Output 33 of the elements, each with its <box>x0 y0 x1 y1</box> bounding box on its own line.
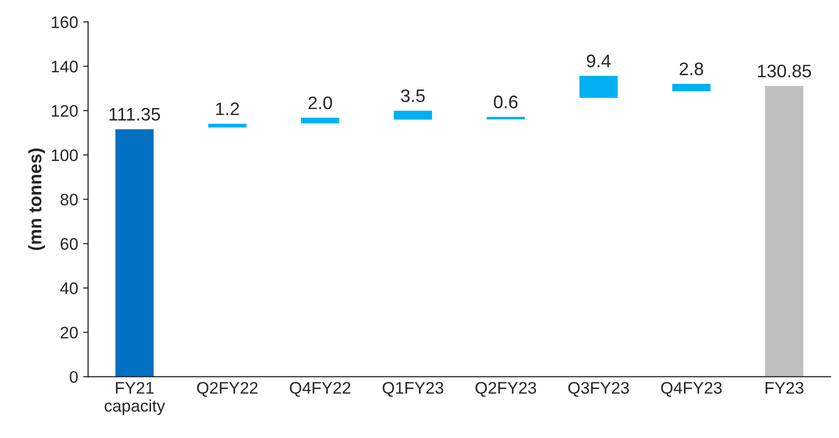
data-label: 2.0 <box>308 96 332 110</box>
x-tick-label: Q3FY23 <box>568 382 629 397</box>
data-label: 9.4 <box>586 54 611 68</box>
x-tick-label: Q2FY23 <box>476 382 536 397</box>
bar <box>579 76 618 98</box>
y-tick-label: 140 <box>52 60 78 72</box>
y-tick-label: 0 <box>70 371 78 383</box>
x-tick-label: Q4FY22 <box>290 382 350 397</box>
y-tick-label: 120 <box>52 104 78 117</box>
x-tick-label: Q2FY22 <box>197 382 258 397</box>
bar <box>301 118 340 124</box>
data-label: 2.8 <box>680 62 704 76</box>
bar <box>765 86 804 377</box>
x-tick-label: FY23 <box>766 382 804 394</box>
y-tick-label: 100 <box>52 149 78 162</box>
data-label: 1.2 <box>216 102 239 116</box>
bar <box>394 110 432 120</box>
bar <box>115 129 154 377</box>
data-label: 130.85 <box>758 64 812 78</box>
bar <box>672 84 711 92</box>
x-tick-label: Q4FY23 <box>661 382 722 397</box>
y-tick-label: 160 <box>52 16 78 28</box>
data-label: 3.5 <box>401 89 425 102</box>
y-tick-label: 80 <box>60 194 78 206</box>
data-label: 111.35 <box>110 108 160 121</box>
y-tick-label: 20 <box>60 326 78 339</box>
y-tick-label: 60 <box>60 238 78 250</box>
y-axis-title: (mn tonnes) <box>28 148 46 250</box>
data-label: 0.6 <box>494 96 518 108</box>
y-tick-label: 40 <box>60 282 78 294</box>
x-tick-label: Q1FY23 <box>382 382 444 397</box>
bar <box>208 124 246 128</box>
x-tick-label: FY21 capacity <box>104 382 166 416</box>
